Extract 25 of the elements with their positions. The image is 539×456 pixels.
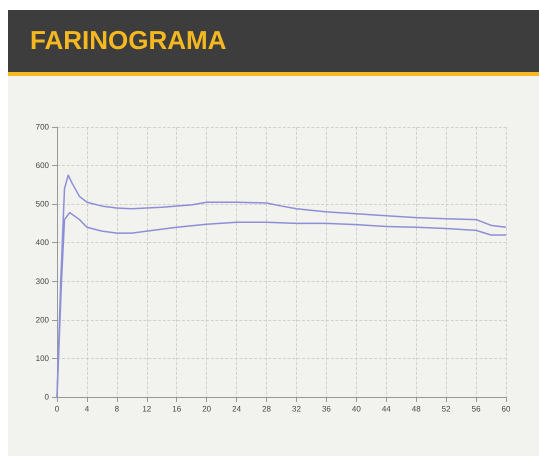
x-tick-label: 24	[232, 404, 242, 414]
chart-title: FARINOGRAMA	[30, 24, 226, 56]
x-tick-label: 16	[172, 404, 182, 414]
y-tick-label: 100	[36, 354, 50, 363]
y-tick-label: 300	[36, 276, 50, 286]
x-tick-label: 28	[262, 404, 272, 414]
y-tick-label: 700	[36, 122, 50, 132]
x-tick-label: 36	[322, 404, 332, 414]
y-tick-label: 600	[36, 161, 50, 170]
x-tick-label: 32	[292, 404, 302, 414]
x-tick-label: 48	[412, 404, 422, 414]
x-tick-label: 4	[84, 404, 90, 414]
x-tick-label: 40	[352, 404, 362, 414]
y-tick-label: 0	[44, 392, 50, 402]
x-tick-label: 60	[502, 404, 511, 414]
x-tick-label: 56	[472, 404, 482, 414]
x-tick-label: 20	[202, 404, 212, 414]
x-tick-label: 0	[54, 404, 60, 414]
x-tick-label: 44	[382, 404, 392, 414]
y-tick-label: 500	[36, 200, 50, 209]
x-tick-label: 52	[442, 404, 452, 414]
x-tick-label: 12	[142, 404, 152, 414]
y-tick-label: 200	[36, 315, 50, 324]
x-tick-label: 8	[114, 404, 120, 414]
y-tick-label: 400	[36, 238, 50, 248]
